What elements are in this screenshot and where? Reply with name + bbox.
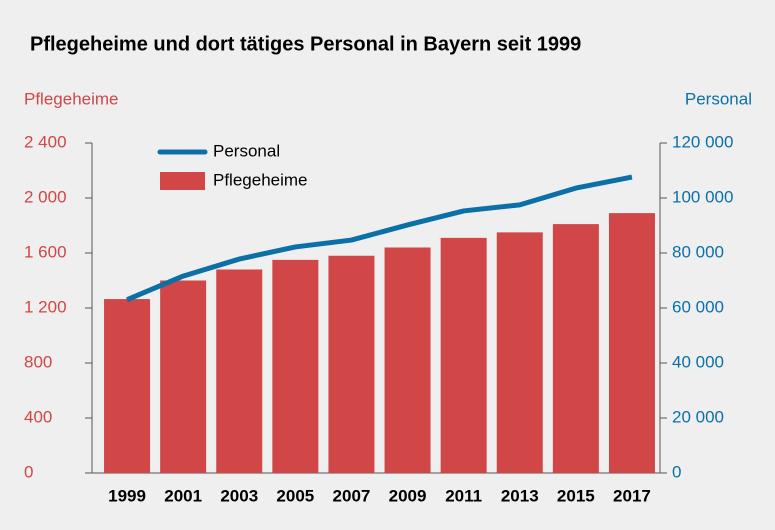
legend-label: Pflegeheime <box>213 170 308 189</box>
y-axis-label: Pflegeheime <box>24 89 119 108</box>
y2-tick-label: 40 000 <box>672 352 724 371</box>
y2-tick-label: 20 000 <box>672 407 724 426</box>
y2-tick-label: 60 000 <box>672 297 724 316</box>
y-tick-label: 2 000 <box>24 187 67 206</box>
x-tick-label: 2009 <box>389 486 427 505</box>
bar <box>440 237 487 473</box>
y-tick-label: 400 <box>24 407 52 426</box>
x-tick-label: 2015 <box>557 486 595 505</box>
bar <box>384 247 431 473</box>
line <box>126 174 633 303</box>
legend-label: Personal <box>213 141 280 160</box>
bar <box>328 255 375 473</box>
x-tick-label: 2003 <box>220 486 258 505</box>
x-tick-label: 2017 <box>613 486 651 505</box>
y-tick-label: 1 600 <box>24 242 67 261</box>
y2-tick-label: 120 000 <box>672 132 733 151</box>
y2-tick-label: 100 000 <box>672 187 733 206</box>
bar <box>496 232 543 473</box>
x-tick-label: 2011 <box>445 486 482 505</box>
bar <box>608 213 655 473</box>
bar <box>272 259 319 473</box>
x-tick-label: 2001 <box>164 486 202 505</box>
y-tick-label: 0 <box>24 462 33 481</box>
y2-tick-label: 0 <box>672 462 681 481</box>
x-tick-label: 2005 <box>276 486 314 505</box>
x-tick-label: 1999 <box>108 486 146 505</box>
bar <box>552 224 599 473</box>
bar <box>104 299 151 473</box>
x-tick-label: 2013 <box>501 486 539 505</box>
x-tick-label: 2007 <box>333 486 371 505</box>
chart-title: Pflegeheime und dort tätiges Personal in… <box>30 33 581 55</box>
legend-swatch <box>160 172 205 190</box>
y-tick-label: 1 200 <box>24 297 67 316</box>
y-tick-label: 2 400 <box>24 132 67 151</box>
y2-axis-label: Personal <box>685 89 752 108</box>
bar <box>216 269 263 473</box>
y-tick-label: 800 <box>24 352 52 371</box>
y2-tick-label: 80 000 <box>672 242 724 261</box>
bar <box>160 280 207 473</box>
